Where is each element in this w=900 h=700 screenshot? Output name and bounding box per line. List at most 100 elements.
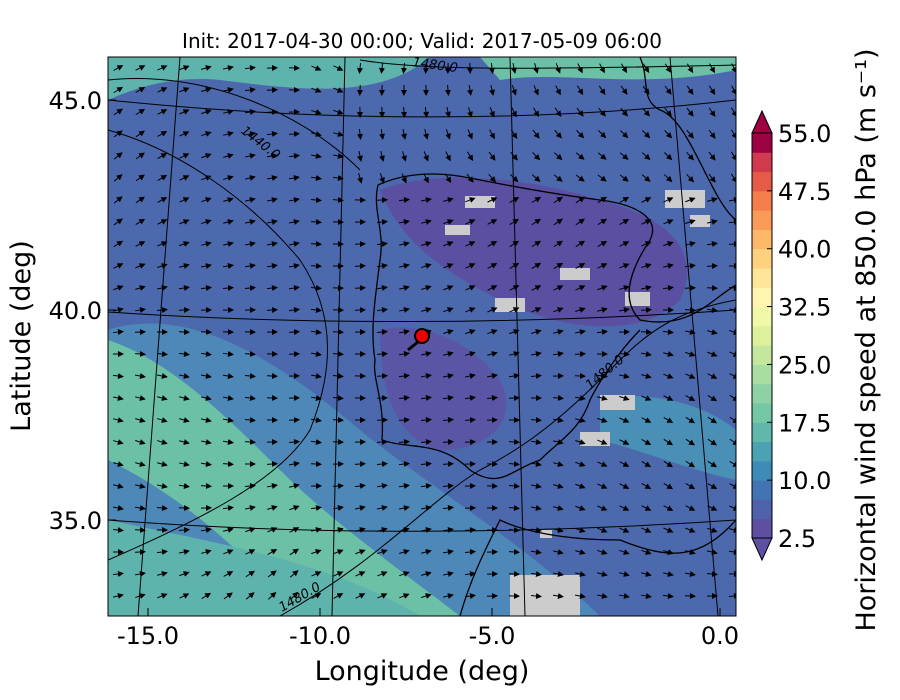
- wind-arrow: [399, 241, 410, 247]
- wind-arrow: [575, 263, 586, 269]
- wind-arrow: [376, 373, 388, 379]
- wind-arrow: [508, 483, 520, 489]
- wind-arrow: [553, 152, 563, 161]
- wind-arrow: [707, 197, 718, 203]
- wind-arrow: [465, 263, 476, 269]
- wind-arrow: [575, 527, 586, 533]
- wind-arrow: [575, 549, 586, 555]
- wind-arrow: [552, 395, 564, 401]
- wind-arrow: [398, 439, 410, 445]
- wind-arrow: [398, 197, 410, 203]
- wind-arrow: [598, 85, 606, 95]
- wind-arrow: [157, 439, 168, 445]
- wind-arrow: [597, 505, 608, 511]
- wind-arrow: [333, 593, 344, 599]
- x-tick-label: 0.0: [701, 622, 739, 650]
- wind-arrow: [113, 152, 123, 160]
- wind-arrow: [685, 482, 696, 490]
- wind-arrow: [113, 65, 124, 71]
- wind-arrow: [663, 571, 674, 577]
- wind-arrow: [135, 417, 146, 423]
- wind-arrow: [486, 395, 498, 401]
- wind-arrow: [530, 571, 542, 577]
- wind-arrow: [288, 329, 300, 335]
- wind-arrow: [245, 592, 255, 600]
- wind-arrow: [244, 109, 256, 115]
- wind-arrow: [574, 329, 586, 335]
- wind-arrow: [135, 439, 146, 445]
- wind-arrow: [619, 461, 630, 467]
- wind-arrow: [530, 505, 542, 511]
- wind-arrow: [443, 263, 454, 269]
- wind-arrow: [708, 107, 716, 117]
- wind-arrow: [619, 439, 630, 445]
- wind-arrow: [398, 483, 410, 489]
- wind-arrow: [486, 373, 498, 379]
- wind-arrow: [619, 174, 629, 182]
- wind-arrow: [310, 285, 322, 291]
- wind-arrow: [641, 549, 652, 555]
- wind-arrow: [686, 107, 694, 117]
- wind-arrow: [464, 527, 476, 533]
- wind-arrow: [376, 461, 388, 467]
- wind-arrow: [575, 196, 585, 204]
- colorbar-level: [752, 383, 772, 404]
- wind-arrow: [553, 549, 564, 555]
- wind-arrow: [288, 131, 300, 137]
- wind-arrow: [530, 549, 542, 555]
- wind-arrow: [620, 107, 628, 117]
- colorbar-tick-label: 10.0: [778, 467, 831, 495]
- wind-arrow: [663, 482, 674, 490]
- wind-arrow: [401, 106, 407, 118]
- wind-arrow: [574, 395, 586, 401]
- wind-arrow: [179, 549, 190, 555]
- wind-arrow: [510, 174, 519, 183]
- wind-arrow: [686, 85, 694, 95]
- wind-arrow: [508, 461, 520, 467]
- wind-arrow: [376, 263, 388, 269]
- wind-arrow: [508, 439, 520, 445]
- wind-arrow: [597, 196, 608, 204]
- wind-arrow: [597, 218, 608, 226]
- wind-arrow: [442, 549, 454, 555]
- wind-arrow: [729, 394, 736, 402]
- wind-arrow: [531, 329, 542, 335]
- wind-arrow: [420, 439, 432, 445]
- wind-arrow: [421, 307, 432, 313]
- wind-arrow: [663, 505, 674, 511]
- wind-arrow: [157, 285, 168, 291]
- wind-arrow: [442, 527, 454, 533]
- wind-arrow: [531, 262, 542, 270]
- wind-arrow: [421, 219, 432, 225]
- wind-arrow: [420, 373, 432, 379]
- wind-arrow: [311, 65, 322, 71]
- wind-arrow: [421, 527, 432, 533]
- wind-arrow: [728, 285, 736, 291]
- wind-arrow: [619, 395, 630, 401]
- wind-arrow: [728, 549, 736, 555]
- wind-arrow: [200, 527, 212, 533]
- wind-arrow: [311, 109, 322, 115]
- wind-arrow: [310, 395, 322, 401]
- wind-arrow: [575, 439, 586, 445]
- wind-arrow: [266, 153, 278, 159]
- wind-arrow: [508, 527, 520, 533]
- wind-arrow: [223, 592, 233, 600]
- wind-arrow: [113, 307, 124, 313]
- wind-arrow: [289, 505, 300, 511]
- wind-arrow: [113, 483, 124, 489]
- wind-arrow: [663, 527, 674, 533]
- wind-arrow: [487, 197, 498, 203]
- wind-arrow: [663, 395, 674, 401]
- wind-arrow: [707, 394, 718, 402]
- wind-arrow: [244, 131, 256, 137]
- wind-arrow: [245, 219, 256, 225]
- wind-arrow: [244, 439, 256, 445]
- wind-arrow: [135, 174, 145, 182]
- wind-arrow: [510, 129, 518, 139]
- wind-arrow: [113, 593, 124, 599]
- wind-arrow: [288, 175, 300, 181]
- field-low: [380, 177, 688, 327]
- wind-arrow: [288, 307, 300, 313]
- wind-arrow: [487, 219, 498, 225]
